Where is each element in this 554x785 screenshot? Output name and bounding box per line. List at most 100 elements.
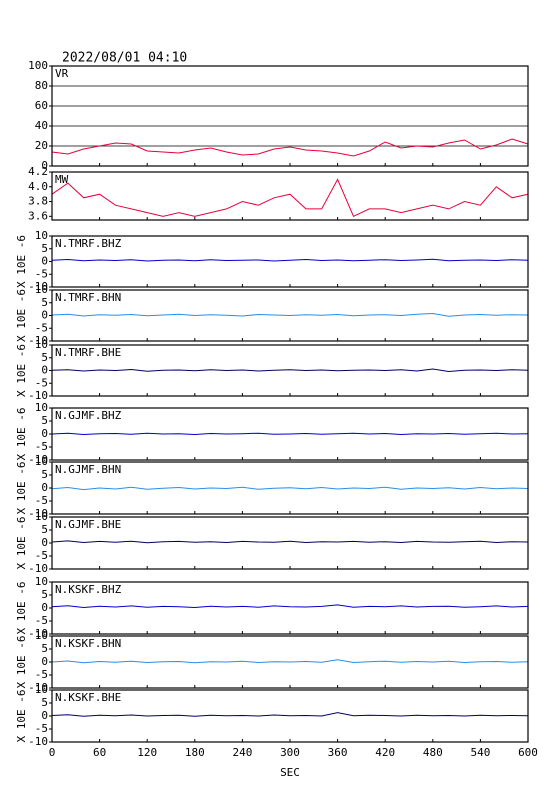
- panel-frame: [51, 289, 529, 342]
- y-tick-label: 5: [41, 468, 48, 481]
- y-axis-label: X 10E -6: [15, 517, 28, 570]
- data-line: [51, 138, 529, 157]
- data-line: [51, 178, 529, 217]
- panel-frame: [51, 235, 529, 288]
- y-tick-label: 5: [41, 414, 48, 427]
- y-tick-label: 4.0: [28, 180, 48, 193]
- chart-title: 2022/08/01 04:10: [62, 51, 187, 66]
- y-tick-label: -10: [28, 507, 48, 520]
- y-tick-label: -5: [35, 614, 48, 627]
- x-tick-label: 360: [328, 746, 348, 759]
- y-tick-label: 20: [35, 139, 48, 152]
- y-tick-label: 5: [41, 588, 48, 601]
- panel-label: N.TMRF.BHE: [55, 346, 121, 359]
- y-tick-label: -10: [28, 453, 48, 466]
- y-tick-label: 10: [35, 283, 48, 296]
- y-tick-label: 3.6: [28, 209, 48, 222]
- y-tick-label: -10: [28, 627, 48, 640]
- y-axis-label: X 10E -6: [15, 289, 28, 342]
- y-tick-label: 0: [41, 536, 48, 549]
- x-tick-label: 480: [423, 746, 443, 759]
- y-tick-label: 10: [35, 629, 48, 642]
- y-tick-label: -5: [35, 376, 48, 389]
- y-axis-label: X 10E -6: [15, 582, 28, 635]
- x-tick-label: 0: [49, 746, 56, 759]
- x-tick-label: 240: [232, 746, 252, 759]
- panel-label: N.KSKF.BHZ: [55, 583, 122, 596]
- y-tick-label: -5: [35, 668, 48, 681]
- panel-frame: [51, 407, 529, 461]
- x-tick-label: 540: [470, 746, 490, 759]
- y-tick-label: 5: [41, 523, 48, 536]
- y-tick-label: -5: [35, 549, 48, 562]
- y-tick-label: -5: [35, 440, 48, 453]
- x-tick-label: 420: [375, 746, 395, 759]
- y-tick-label: 4.2: [28, 165, 48, 178]
- y-tick-label: -5: [35, 267, 48, 280]
- panel-frame: [51, 171, 529, 221]
- data-line: [51, 486, 529, 491]
- y-tick-label: -5: [35, 494, 48, 507]
- panel-label: N.GJMF.BHZ: [55, 409, 122, 422]
- y-tick-label: 0: [41, 364, 48, 377]
- y-tick-label: 40: [35, 119, 48, 132]
- x-tick-label: 60: [93, 746, 106, 759]
- y-axis-label: X 10E -6: [15, 690, 28, 743]
- panel-frame: [51, 65, 529, 167]
- y-tick-label: 0: [41, 601, 48, 614]
- panel-frame: [51, 516, 529, 570]
- x-tick-label: 300: [280, 746, 300, 759]
- y-tick-label: 10: [35, 683, 48, 696]
- panel-label: VR: [55, 67, 69, 80]
- panel-frame: [51, 461, 529, 515]
- y-tick-label: -10: [28, 681, 48, 694]
- x-tick-label: 600: [518, 746, 538, 759]
- y-tick-label: 5: [41, 642, 48, 655]
- x-tick-label: 180: [185, 746, 205, 759]
- y-tick-label: 5: [41, 242, 48, 255]
- y-tick-label: 10: [35, 229, 48, 242]
- y-axis-label: X 10E -6: [15, 235, 28, 288]
- x-tick-label: 120: [137, 746, 157, 759]
- data-line: [51, 712, 529, 717]
- y-tick-label: 3.8: [28, 195, 48, 208]
- y-tick-label: 0: [41, 309, 48, 322]
- panel-label: N.KSKF.BHN: [55, 637, 121, 650]
- y-tick-label: -10: [28, 334, 48, 347]
- y-tick-label: -10: [28, 389, 48, 402]
- panel-label: MW: [55, 173, 69, 186]
- data-line: [51, 432, 529, 436]
- y-axis-label: X 10E -6: [15, 636, 28, 689]
- y-tick-label: 5: [41, 351, 48, 364]
- y-tick-label: 0: [41, 255, 48, 268]
- data-line: [51, 258, 529, 262]
- y-axis-label: X 10E -6: [15, 462, 28, 515]
- y-tick-label: -10: [28, 562, 48, 575]
- y-tick-label: -10: [28, 280, 48, 293]
- y-tick-label: 10: [35, 338, 48, 351]
- y-tick-label: -5: [35, 722, 48, 735]
- data-line: [51, 368, 529, 373]
- y-tick-label: 0: [41, 481, 48, 494]
- panel-frame: [51, 689, 529, 743]
- y-tick-label: -5: [35, 321, 48, 334]
- panel-label: N.GJMF.BHE: [55, 518, 121, 531]
- y-tick-label: 10: [35, 455, 48, 468]
- y-tick-label: 80: [35, 79, 48, 92]
- panel-frame: [51, 581, 529, 635]
- y-tick-label: 60: [35, 99, 48, 112]
- y-tick-label: 10: [35, 510, 48, 523]
- y-axis-label: X 10E -6: [15, 408, 28, 461]
- panel-label: N.GJMF.BHN: [55, 463, 121, 476]
- y-tick-label: -10: [28, 735, 48, 748]
- data-line: [51, 540, 529, 544]
- panel-label: N.TMRF.BHN: [55, 291, 121, 304]
- panel-label: N.KSKF.BHE: [55, 691, 121, 704]
- y-tick-label: 10: [35, 401, 48, 414]
- panel-frame: [51, 635, 529, 689]
- data-line: [51, 604, 529, 609]
- y-axis-label: X 10E -6: [15, 344, 28, 397]
- panel-label: N.TMRF.BHZ: [55, 237, 122, 250]
- y-tick-label: 0: [41, 709, 48, 722]
